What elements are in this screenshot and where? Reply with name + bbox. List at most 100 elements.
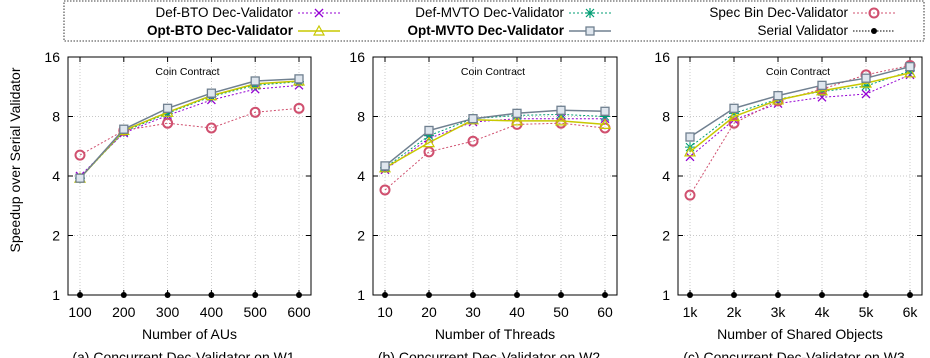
series-3 <box>378 113 612 173</box>
x-tick-label: 6k <box>903 304 919 320</box>
x-tick-label: 1k <box>683 304 699 320</box>
legend-entry-opt-mvto: Opt-MVTO Dec-Validator <box>407 23 611 38</box>
panel-a: 1 2 4 8 16 100 200 300 400 500 600 Coin Contract Num… <box>44 49 312 358</box>
x-tick-label: 300 <box>156 304 180 320</box>
data-point-dot <box>382 292 388 298</box>
chart-title: Coin Contract <box>155 66 219 78</box>
data-point-star <box>162 108 173 119</box>
x-tick-label: 30 <box>465 304 481 320</box>
y-tick-label: 1 <box>357 287 365 303</box>
data-point-square <box>294 74 304 84</box>
data-point-dot <box>470 292 476 298</box>
data-point-square <box>556 105 566 115</box>
series-line <box>79 80 300 179</box>
data-point-square <box>162 103 173 113</box>
series-3 <box>683 66 917 157</box>
data-point-dot <box>252 292 259 298</box>
legend-label: Spec Bin Dec-Validator <box>709 5 848 20</box>
series-5 <box>77 292 302 298</box>
data-point-triangle <box>683 145 697 157</box>
data-point-circle <box>74 149 86 161</box>
legend-entry-serial: Serial Validator <box>757 23 895 38</box>
chart-caption: (a) Concurrent Dec-Validator on W1 <box>72 349 294 358</box>
series-1 <box>75 76 304 184</box>
series-line <box>384 122 606 191</box>
series-5 <box>687 292 913 298</box>
series-0 <box>685 70 915 162</box>
data-point-dot <box>514 292 520 298</box>
series-line <box>384 118 605 171</box>
data-point-star <box>729 108 739 119</box>
x-tick-label: 50 <box>553 304 569 320</box>
series-1 <box>380 109 610 173</box>
data-point-star <box>817 86 827 97</box>
data-point-circle <box>728 117 740 129</box>
data-point-dot <box>120 292 127 298</box>
data-point-star <box>861 81 871 92</box>
chart-caption: (c) Concurrent Dec-Validator on W3 <box>683 349 905 358</box>
data-point-dot <box>426 292 432 298</box>
x-axis-label: Number of Threads <box>435 326 555 342</box>
data-point-dot <box>775 292 781 298</box>
y-tick-label: 4 <box>52 168 60 184</box>
data-point-triangle <box>903 66 917 78</box>
legend-marker-circle <box>868 7 880 19</box>
data-point-circle <box>467 135 479 147</box>
data-point-cross <box>685 152 695 162</box>
x-tick-label: 200 <box>112 304 136 320</box>
x-tick-label: 2k <box>727 304 743 320</box>
y-tick-label: 16 <box>44 49 60 65</box>
data-point-triangle <box>598 118 612 129</box>
data-point-star <box>600 111 610 122</box>
series-line <box>689 65 911 138</box>
data-point-square <box>600 106 610 116</box>
data-point-circle <box>423 146 435 158</box>
series-5 <box>382 292 608 298</box>
legend-entry-spec-bin: Spec Bin Dec-Validator <box>709 5 895 20</box>
legend-entry-opt-bto: Opt-BTO Dec-Validator <box>147 23 340 38</box>
data-point-dot <box>77 292 83 298</box>
series-2 <box>74 102 305 161</box>
legend-marker-cross <box>314 8 324 18</box>
x-tick-label: 600 <box>287 304 311 320</box>
legend-label: Def-MVTO Dec-Validator <box>415 5 564 20</box>
data-point-circle <box>205 122 217 134</box>
x-tick-label: 10 <box>377 304 393 320</box>
data-point-square <box>773 90 783 101</box>
data-point-dot <box>558 292 564 298</box>
data-point-circle <box>249 106 261 118</box>
series-3 <box>73 74 306 183</box>
data-point-square <box>380 161 390 171</box>
series-line <box>79 107 300 156</box>
series-line <box>384 113 606 169</box>
legend-marker-square <box>585 26 595 36</box>
series-line <box>689 74 911 158</box>
series-line <box>79 84 300 177</box>
x-tick-label: 5k <box>859 304 875 320</box>
x-axis-label: Number of Shared Objects <box>717 326 883 342</box>
y-axis-label: Speedup over Serial Validator <box>7 67 23 252</box>
series-line <box>689 72 911 153</box>
series-4 <box>75 74 304 183</box>
legend-label: Serial Validator <box>757 23 848 38</box>
series-0 <box>380 114 610 175</box>
data-point-dot <box>602 292 608 298</box>
legend-marker-star <box>585 8 595 18</box>
data-point-circle <box>684 189 696 201</box>
y-tick-label: 8 <box>662 109 670 125</box>
data-point-square <box>468 114 478 124</box>
x-tick-label: 500 <box>244 304 268 320</box>
legend: Def-BTO Dec-Validator Def-MVTO Dec-Valid… <box>63 0 925 42</box>
data-point-cross <box>861 89 871 99</box>
x-tick-label: 3k <box>771 304 787 320</box>
data-point-circle <box>162 117 174 129</box>
chart-title: Coin Contract <box>766 66 830 78</box>
x-tick-label: 60 <box>597 304 613 320</box>
data-point-circle <box>293 102 305 114</box>
data-point-square <box>685 132 695 142</box>
data-point-dot <box>687 292 693 298</box>
series-1 <box>685 65 915 153</box>
legend-border <box>63 0 925 42</box>
data-point-triangle <box>422 136 436 148</box>
x-axis-label: Number of AUs <box>142 326 237 342</box>
